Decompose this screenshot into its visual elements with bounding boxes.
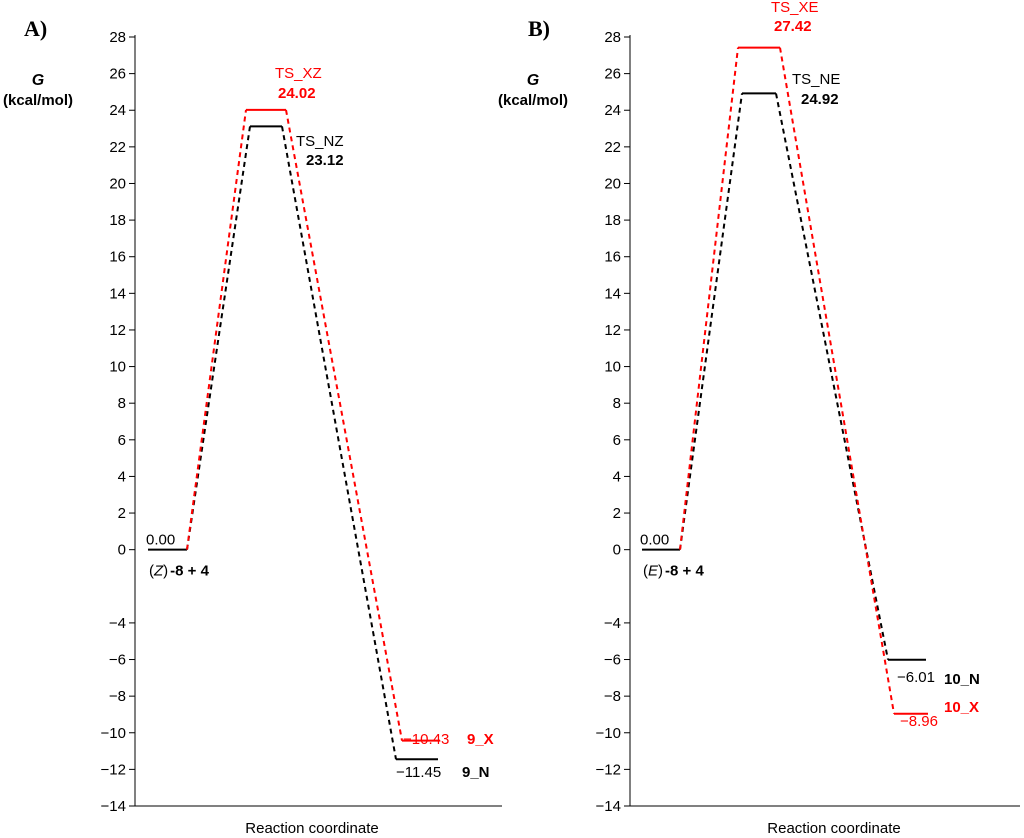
connector-x-fall [285,109,403,741]
chart-panel-b: B)G(kcal/mol)2826242220181614121086420−4… [498,0,1020,837]
y-tick-label: 28 [604,29,621,46]
y-tick-label: 6 [118,432,126,449]
x-axis-label: Reaction coordinate [767,820,900,837]
y-tick-label: 2 [118,505,126,522]
y-tick-label: 26 [109,66,126,83]
y-tick-label: 26 [604,66,621,83]
y-tick-label: −12 [101,761,126,778]
y-tick-label: 28 [109,29,126,46]
y-tick-label: 6 [613,432,621,449]
ts-label-n: TS_NE [792,71,840,88]
product-energy-label-x: −8.96 [900,713,938,730]
product-name-label-n: 9_N [462,764,490,781]
ts-label-x: TS_XE [771,0,819,16]
panel-label: B) [528,16,550,41]
connector-x-fall [779,47,895,714]
y-tick-label: 2 [613,505,621,522]
y-tick-label: 4 [118,468,126,485]
y-axis-label-symbol: G [32,72,44,89]
chart-panel-a: A)G(kcal/mol)2826242220181614121086420−4… [3,16,502,837]
y-tick-label: 12 [109,322,126,339]
reactant-energy-label: 0.00 [640,532,669,549]
reactant-name-suffix: ) [163,563,168,580]
reactant-name-suffix: ) [658,563,663,580]
y-tick-label: −4 [604,615,621,632]
product-energy-label-n: −11.45 [396,764,441,781]
y-tick-label: 14 [604,285,621,302]
y-tick-label: −8 [604,688,621,705]
y-tick-label: 0 [613,542,621,559]
product-name-label-n: 10_N [944,671,980,688]
y-tick-label: −12 [596,761,621,778]
y-tick-label: 22 [109,139,126,156]
y-tick-label: −6 [604,652,621,669]
y-tick-label: 24 [604,102,621,119]
y-axis-label-unit: (kcal/mol) [498,92,568,109]
reactant-name-italic: E [648,563,659,580]
ts-energy-label-x: 27.42 [774,18,812,35]
y-tick-label: 18 [109,212,126,229]
reactant-name-rest: -8 + 4 [665,563,704,580]
reactant-name-prefix: ( [149,563,154,580]
ts-energy-label-n: 23.12 [306,152,344,169]
reactant-name-rest: -8 + 4 [170,563,209,580]
y-tick-label: 8 [613,395,621,412]
ts-label-n: TS_NZ [296,133,344,150]
ts-energy-label-x: 24.02 [278,85,316,102]
connector-x-rise [679,47,739,550]
y-tick-label: 20 [604,175,621,192]
connector-x-rise [186,109,247,550]
y-tick-label: −10 [596,725,621,742]
y-axis-label-unit: (kcal/mol) [3,92,73,109]
y-tick-label: 16 [109,249,126,266]
y-tick-label: 10 [604,359,621,376]
y-tick-label: 22 [604,139,621,156]
y-tick-label: 18 [604,212,621,229]
product-energy-label-n: −6.01 [897,669,935,686]
y-axis-label-symbol: G [527,72,539,89]
ts-label-x: TS_XZ [275,65,322,82]
y-tick-label: −10 [101,725,126,742]
y-tick-label: −14 [101,798,126,815]
y-tick-label: 20 [109,175,126,192]
connector-n-fall [281,126,397,760]
x-axis-label: Reaction coordinate [245,820,378,837]
panel-label: A) [24,16,47,41]
reactant-name-label: (Z) -8 + 4 [149,563,210,580]
y-tick-label: −6 [109,652,126,669]
product-name-label-x: 9_X [467,731,494,748]
y-tick-label: −8 [109,688,126,705]
reactant-name-italic: Z [153,563,164,580]
y-tick-label: 24 [109,102,126,119]
product-energy-label-x: −10.43 [403,731,449,748]
y-tick-label: 14 [109,285,126,302]
reactant-energy-label: 0.00 [146,532,175,549]
y-tick-label: −4 [109,615,126,632]
y-tick-label: 4 [613,468,621,485]
y-tick-label: 10 [109,359,126,376]
y-tick-label: −14 [596,798,621,815]
y-tick-label: 12 [604,322,621,339]
y-tick-label: 0 [118,542,126,559]
y-tick-label: 8 [118,395,126,412]
ts-energy-label-n: 24.92 [801,91,839,108]
connector-n-rise [679,93,743,550]
y-tick-label: 16 [604,249,621,266]
reactant-name-prefix: ( [643,563,648,580]
reactant-name-label: (E) -8 + 4 [643,563,704,580]
product-name-label-x: 10_X [944,699,979,716]
